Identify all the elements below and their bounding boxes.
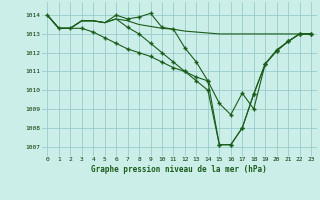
X-axis label: Graphe pression niveau de la mer (hPa): Graphe pression niveau de la mer (hPa) (91, 165, 267, 174)
